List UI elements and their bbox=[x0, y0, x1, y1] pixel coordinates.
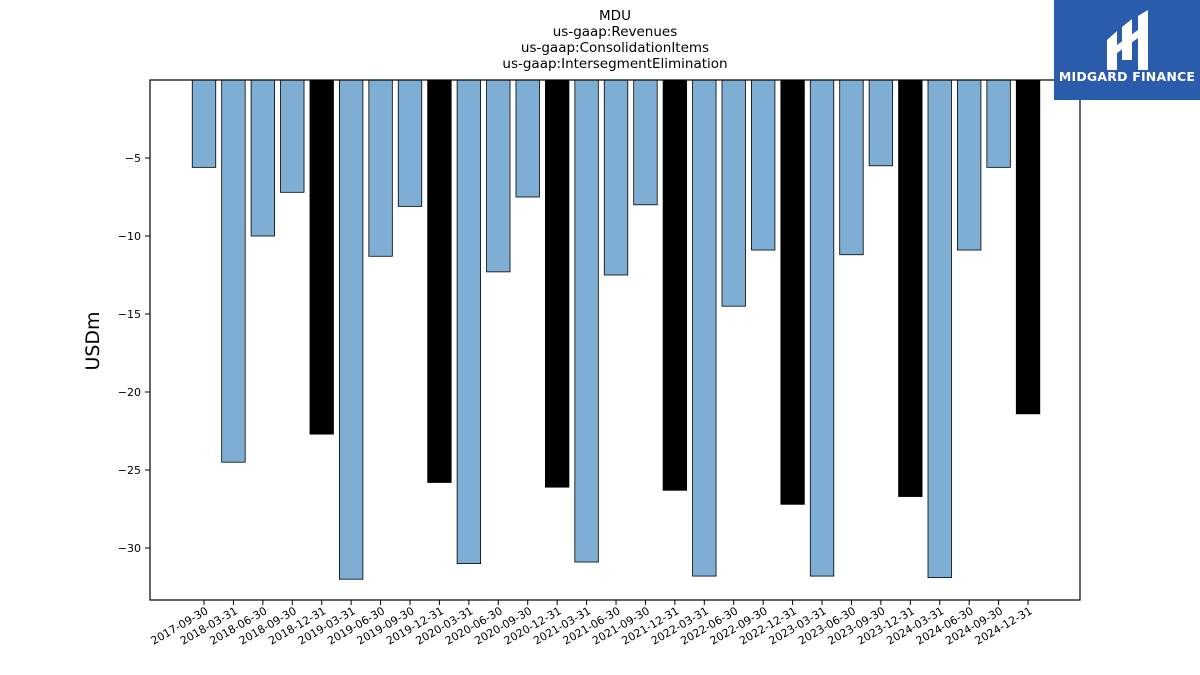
y-tick-label: −15 bbox=[118, 308, 141, 321]
bar-2022-03-31 bbox=[692, 79, 717, 577]
title-line-1: MDU bbox=[599, 8, 631, 24]
x-axis: 2017-09-302018-03-312018-06-302018-09-30… bbox=[149, 600, 1035, 648]
bar-2024-06-30 bbox=[957, 79, 982, 251]
chart-title: MDU us-gaap:Revenues us-gaap:Consolidati… bbox=[502, 8, 727, 72]
bar-2017-09-30 bbox=[191, 79, 217, 168]
bar-2019-03-31 bbox=[338, 79, 364, 580]
bar-2018-06-30 bbox=[250, 79, 276, 237]
title-line-2: us-gaap:Revenues bbox=[553, 24, 678, 40]
bar-2020-06-30 bbox=[486, 79, 511, 273]
title-line-3: us-gaap:ConsolidationItems bbox=[521, 40, 709, 56]
bars-group bbox=[191, 79, 1041, 580]
bar-2023-09-30 bbox=[868, 79, 894, 167]
y-tick-label: −10 bbox=[118, 230, 141, 243]
brand-logo: MIDGARD FINANCE bbox=[1054, 0, 1200, 100]
bar-2019-12-31 bbox=[427, 79, 452, 483]
bar-2020-12-31 bbox=[545, 79, 570, 488]
bar-2020-09-30 bbox=[515, 79, 540, 198]
y-tick-label: −20 bbox=[118, 386, 141, 399]
y-tick-label: −5 bbox=[125, 152, 141, 165]
bar-2024-12-31 bbox=[1015, 79, 1041, 415]
bar-2018-12-31 bbox=[309, 79, 334, 435]
title-line-4: us-gaap:IntersegmentElimination bbox=[502, 56, 727, 72]
bar-2018-03-31 bbox=[221, 79, 246, 463]
y-tick-label: −25 bbox=[118, 464, 141, 477]
bar-2021-12-31 bbox=[662, 79, 688, 491]
y-tick-label: −30 bbox=[118, 542, 141, 555]
bar-2019-06-30 bbox=[368, 79, 393, 257]
brand-name: MIDGARD FINANCE bbox=[1059, 69, 1195, 84]
plot-frame bbox=[149, 79, 1081, 601]
y-axis-label: USDm bbox=[82, 311, 104, 370]
midgard-logo-icon bbox=[1107, 10, 1148, 70]
y-axis: −5 −10 −15 −20 −25 −30 bbox=[118, 152, 150, 555]
bar-2021-03-31 bbox=[574, 79, 599, 563]
bar-2020-03-31 bbox=[456, 79, 482, 565]
bar-2024-09-30 bbox=[986, 79, 1011, 168]
bar-2022-06-30 bbox=[721, 79, 746, 307]
bar-2023-03-31 bbox=[809, 79, 835, 577]
bar-2019-09-30 bbox=[397, 79, 423, 207]
bar-2018-09-30 bbox=[280, 79, 305, 193]
bar-2021-09-30 bbox=[633, 79, 658, 206]
bar-2023-06-30 bbox=[839, 79, 864, 256]
bar-2022-09-30 bbox=[751, 79, 776, 251]
bar-2024-03-31 bbox=[927, 79, 952, 579]
bar-2021-06-30 bbox=[603, 79, 629, 276]
bar-2022-12-31 bbox=[780, 79, 805, 505]
bar-2023-12-31 bbox=[898, 79, 923, 497]
